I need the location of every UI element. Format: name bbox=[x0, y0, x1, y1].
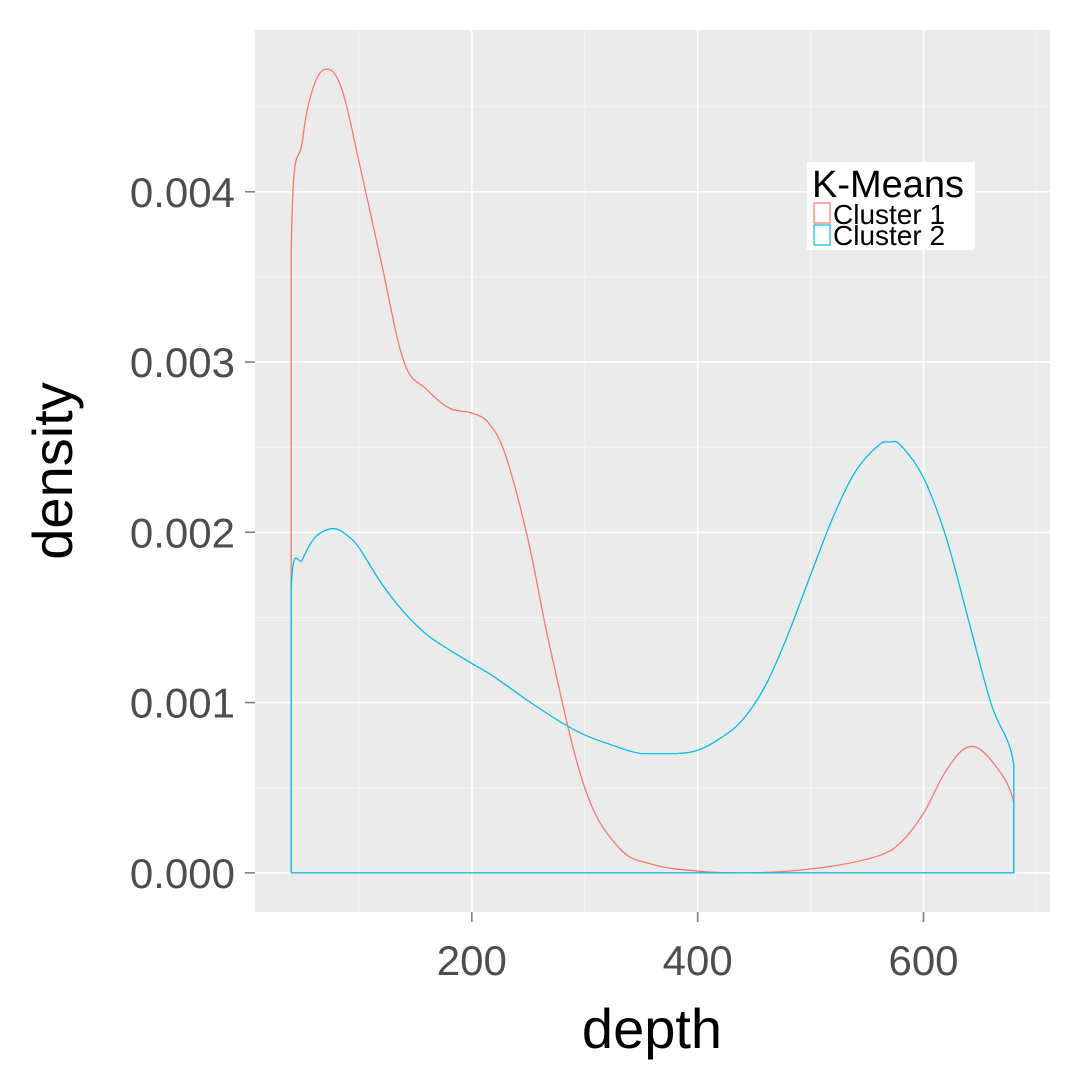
x-tick-label: 400 bbox=[663, 937, 733, 984]
y-axis: 0.000 0.001 0.002 0.003 0.004 bbox=[130, 169, 255, 897]
x-axis: 200 400 600 bbox=[437, 912, 959, 984]
series-line-cluster-2 bbox=[290, 440, 1015, 874]
major-grid bbox=[255, 30, 1050, 912]
y-tick-label: 0.003 bbox=[130, 339, 235, 386]
legend: K-Means Cluster 1 Cluster 2 bbox=[807, 162, 975, 251]
legend-label-cluster-2: Cluster 2 bbox=[833, 220, 945, 251]
y-tick-label: 0.004 bbox=[130, 169, 235, 216]
series-line-cluster-1 bbox=[290, 68, 1015, 874]
x-tick-label: 600 bbox=[888, 937, 958, 984]
legend-box bbox=[807, 162, 975, 250]
y-axis-title: density bbox=[21, 382, 84, 559]
y-tick-label: 0.001 bbox=[130, 680, 235, 727]
legend-label-cluster-1: Cluster 1 bbox=[833, 199, 945, 230]
series-layer bbox=[290, 68, 1015, 874]
y-tick-label: 0.002 bbox=[130, 509, 235, 556]
legend-key-cluster-1 bbox=[813, 202, 831, 224]
legend-key-cluster-2 bbox=[813, 224, 831, 246]
x-tick-label: 200 bbox=[437, 937, 507, 984]
x-axis-title: depth bbox=[582, 997, 722, 1060]
legend-title: K-Means bbox=[812, 164, 964, 206]
y-tick-label: 0.000 bbox=[130, 850, 235, 897]
